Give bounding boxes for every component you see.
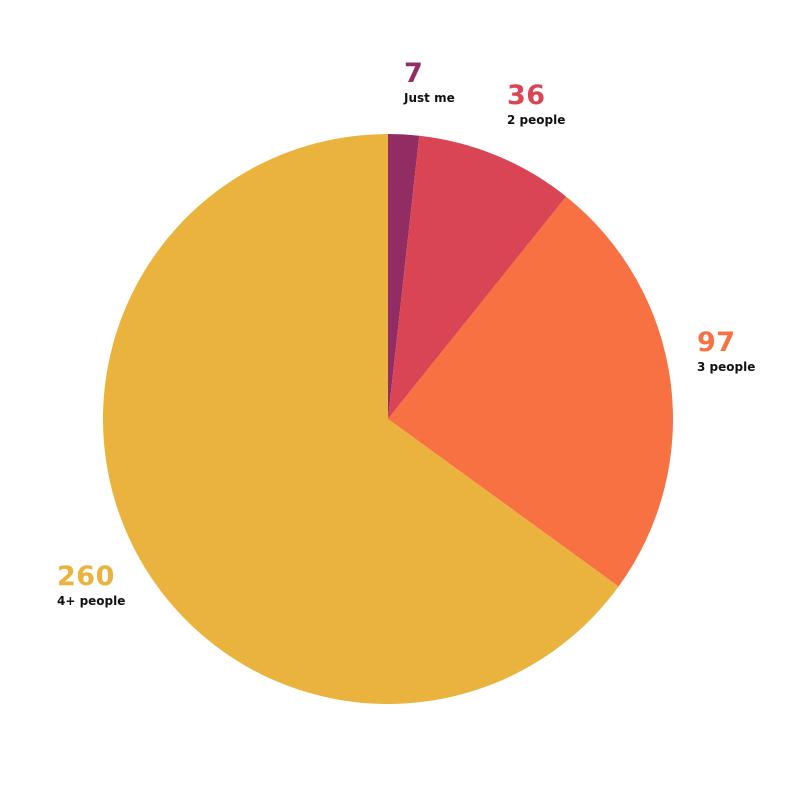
pie-slice-4-plus-people	[103, 134, 619, 704]
slice-label-4-plus-people: 260 4+ people	[57, 563, 125, 607]
pie-slice-just-me	[388, 134, 420, 419]
slice-label-3-people: 97 3 people	[697, 329, 755, 373]
slice-name-4-plus-people: 4+ people	[57, 594, 126, 608]
slice-name-3-people: 3 people	[697, 360, 756, 374]
slice-name-just-me: Just me	[404, 91, 455, 105]
slice-label-just-me: 7 Just me	[404, 60, 455, 104]
slice-value-2-people: 36	[507, 80, 546, 111]
pie-slice-3-people	[388, 196, 673, 587]
slice-value-just-me: 7	[404, 58, 424, 89]
slice-value-4-plus-people: 260	[57, 561, 115, 592]
pie-slice-2-people	[388, 135, 567, 419]
slice-value-3-people: 97	[697, 327, 736, 358]
slice-name-2-people: 2 people	[507, 113, 566, 127]
slice-label-2-people: 36 2 people	[507, 82, 565, 126]
